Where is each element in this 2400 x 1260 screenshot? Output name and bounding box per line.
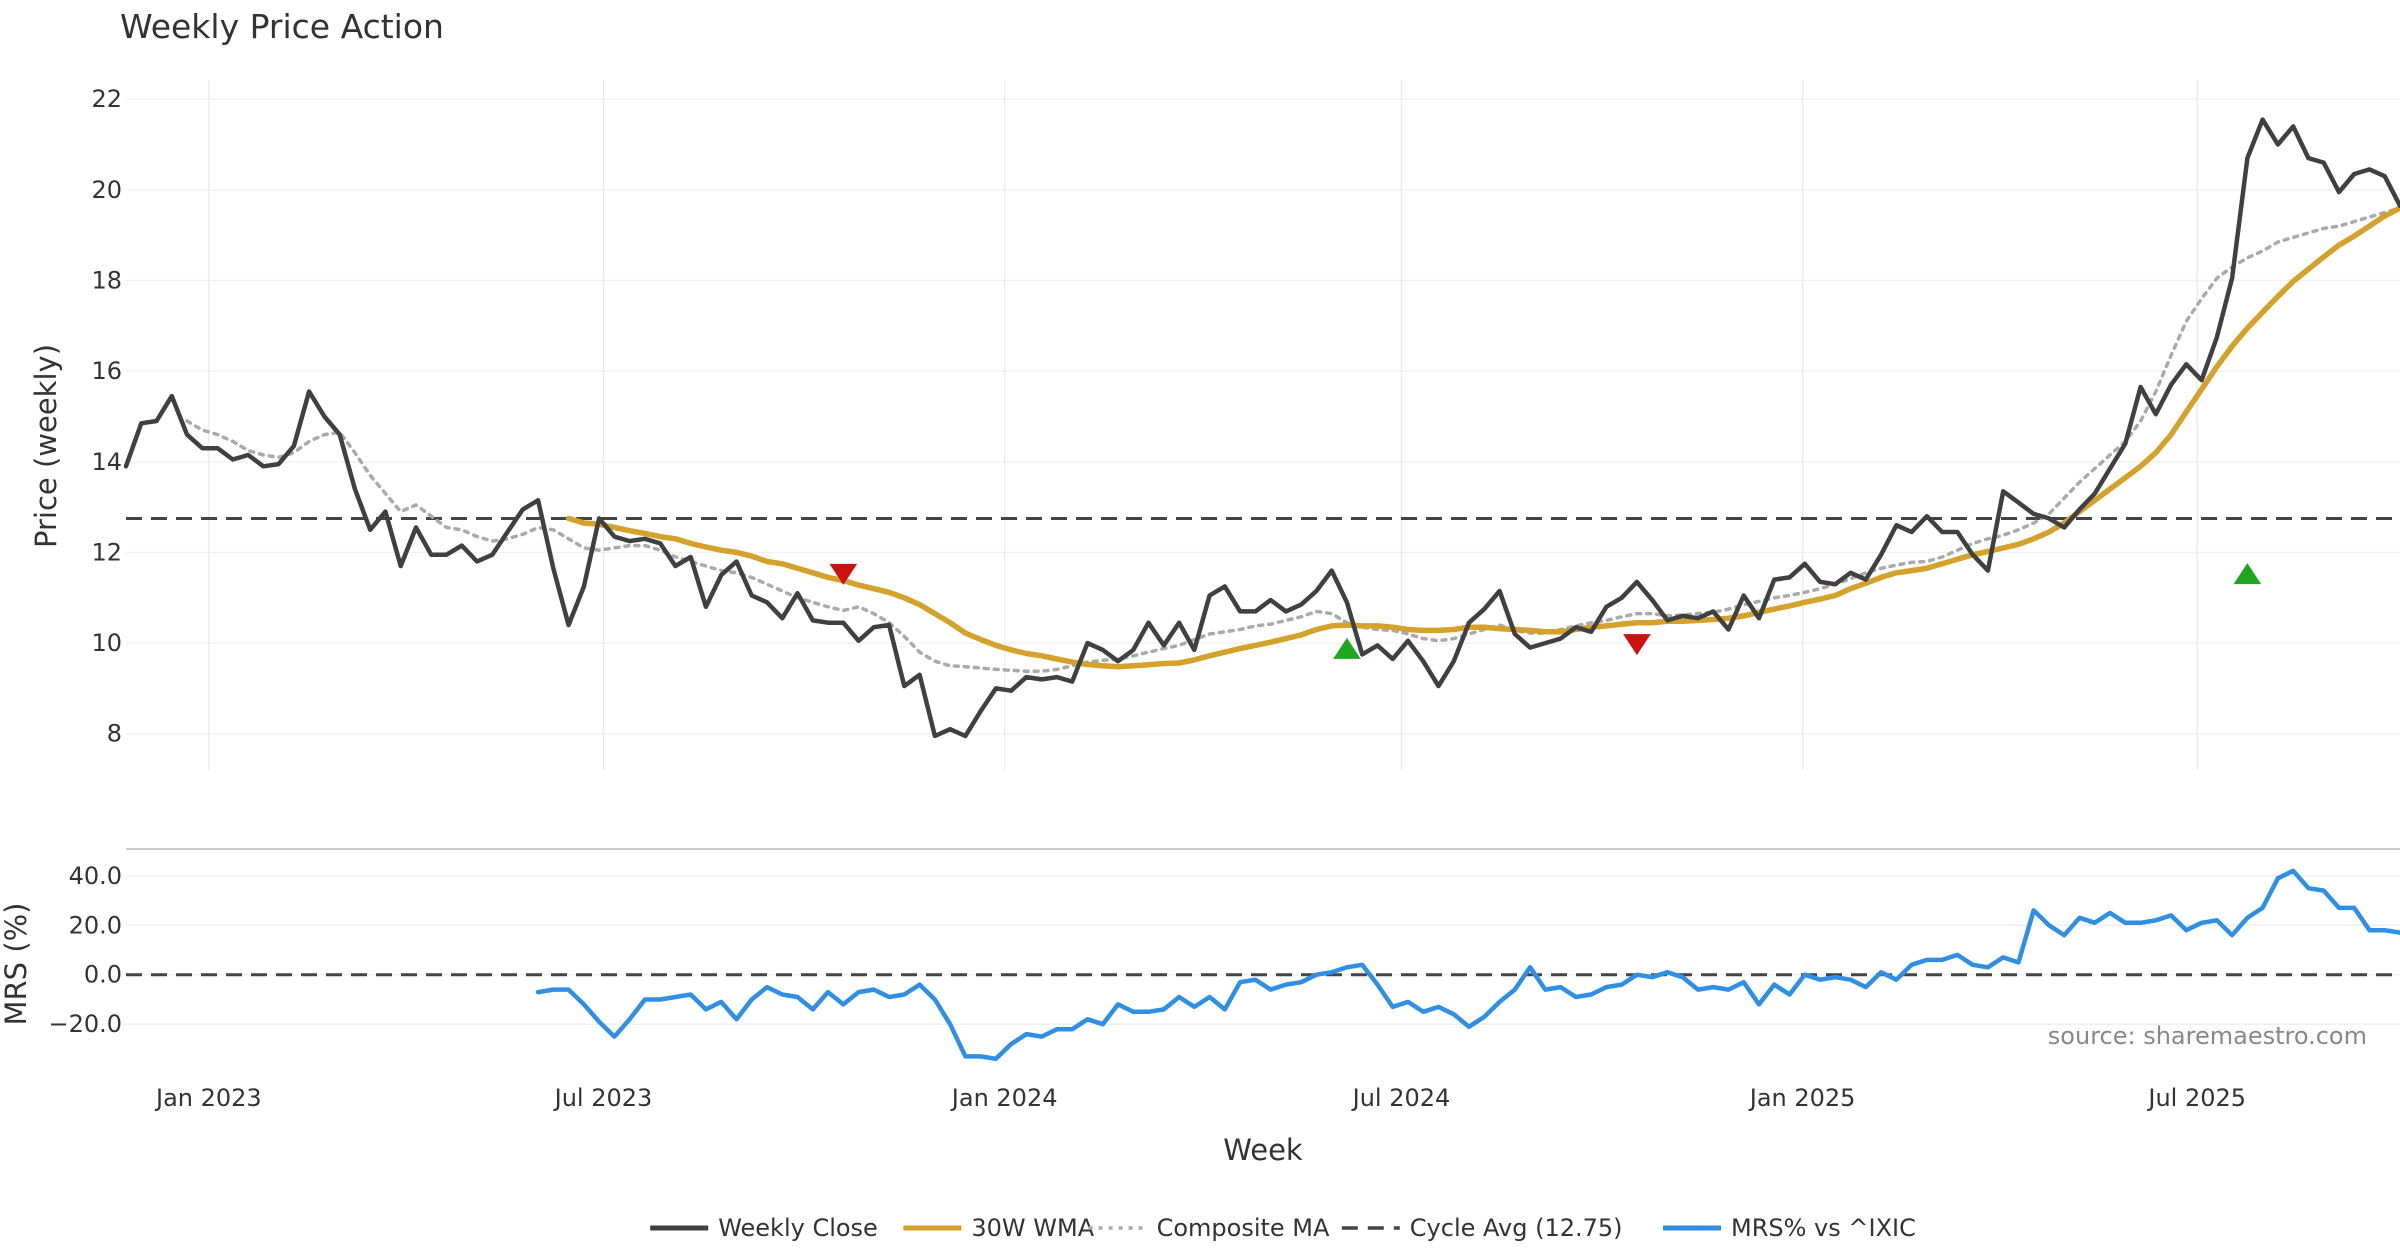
price-y-tick: 8 <box>107 720 122 748</box>
mrs-grid <box>126 875 2400 1025</box>
price-y-ticks: 8 10 12 14 16 18 20 22 <box>91 85 122 748</box>
price-grid <box>126 80 2400 770</box>
price-y-tick: 22 <box>91 85 122 113</box>
price-y-tick: 10 <box>91 629 122 657</box>
price-y-tick: 18 <box>91 266 122 294</box>
x-tick: Jul 2025 <box>2146 1084 2246 1112</box>
x-axis-label: Week <box>1223 1133 1303 1167</box>
series-weekly-close <box>123 117 2400 739</box>
mrs-y-label: MRS (%) <box>0 903 33 1026</box>
x-tick: Jul 2023 <box>553 1084 653 1112</box>
price-y-tick: 16 <box>91 357 122 385</box>
price-y-label: Price (weekly) <box>29 344 63 548</box>
price-y-tick: 12 <box>91 538 122 566</box>
marker-up <box>1333 637 1361 659</box>
x-tick: Jul 2024 <box>1351 1084 1451 1112</box>
x-ticks: Jan 2023 Jul 2023 Jan 2024 Jul 2024 Jan 2025… <box>154 1084 2246 1112</box>
mrs-y-tick: 40.0 <box>69 862 122 890</box>
legend-label-composite-ma: Composite MA <box>1157 1214 1330 1242</box>
mrs-y-tick: 20.0 <box>69 911 122 939</box>
legend-label-30w-wma: 30W WMA <box>971 1214 1094 1242</box>
x-tick: Jan 2023 <box>154 1084 262 1112</box>
marker-up <box>2233 563 2262 585</box>
signal-markers <box>829 563 2262 659</box>
marker-down <box>1623 634 1651 656</box>
mrs-series <box>126 868 2400 1062</box>
series-mrs-vs-ixic <box>535 868 2400 1062</box>
legend-label-weekly-close: Weekly Close <box>718 1214 878 1242</box>
legend-label-mrs-vs-ixic: MRS% vs ^IXIC <box>1731 1214 1916 1242</box>
series-composite-ma <box>185 206 2400 673</box>
legend-label-cycle-avg-12-75: Cycle Avg (12.75) <box>1410 1214 1623 1242</box>
legend: Weekly Close 30W WMA Composite MA Cycle Avg… <box>650 1214 1916 1242</box>
mrs-y-tick: −20.0 <box>48 1010 122 1038</box>
source-note: source: sharemaestro.com <box>2048 1022 2367 1050</box>
mrs-y-tick: 0.0 <box>84 961 122 989</box>
marker-down <box>829 563 858 585</box>
price-y-tick: 14 <box>91 448 122 476</box>
x-tick: Jan 2025 <box>1748 1084 1856 1112</box>
price-series <box>123 117 2400 739</box>
x-tick: Jan 2024 <box>950 1084 1058 1112</box>
price-y-tick: 20 <box>91 176 122 204</box>
mrs-y-ticks: 40.0 20.0 0.0 −20.0 <box>48 862 122 1038</box>
series-30w-wma <box>565 204 2400 670</box>
chart-title: Weekly Price Action <box>120 7 444 46</box>
